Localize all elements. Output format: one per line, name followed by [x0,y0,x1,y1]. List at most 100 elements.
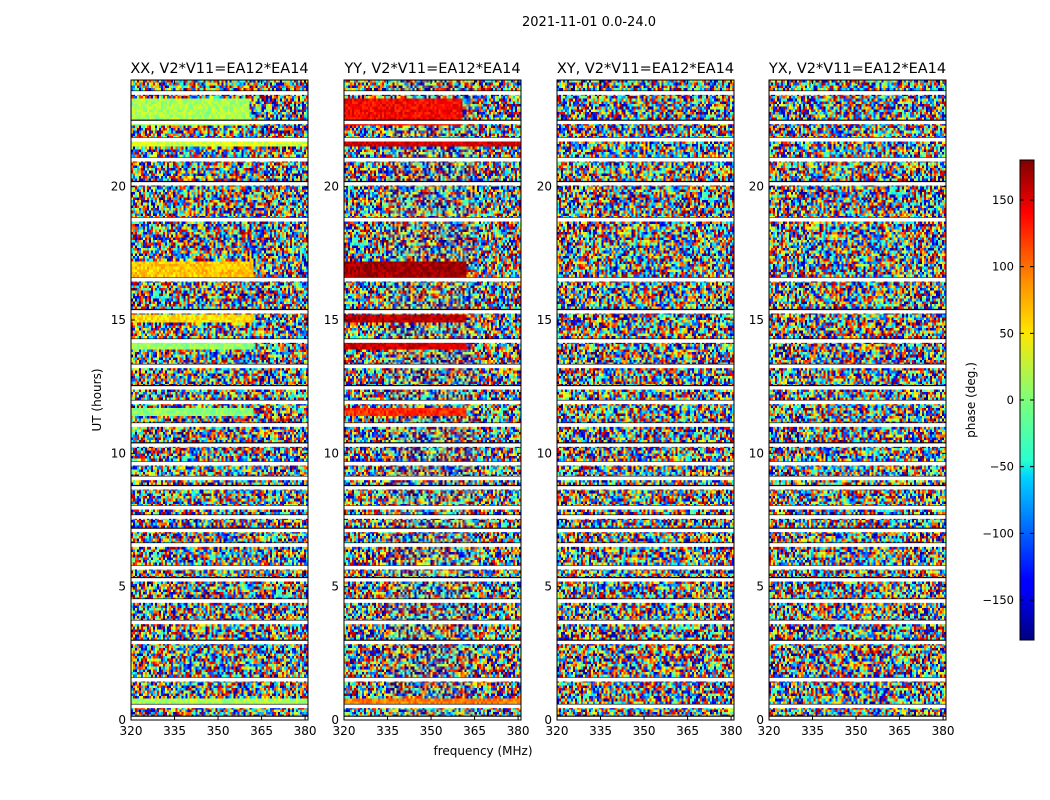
flagged-row [131,309,308,314]
y-tick-label: 20 [324,180,339,194]
y-tick-label: 0 [331,713,339,727]
flagged-row [344,90,521,95]
flagged-row [557,309,734,314]
flagged-row [131,120,308,125]
y-tick-label: 15 [749,313,764,327]
flagged-row [769,565,946,570]
flagged-row [557,157,734,162]
flagged-row [769,137,946,142]
flagged-row [344,217,521,222]
colorbar-tick-label: −150 [982,593,1014,607]
flagged-row [344,620,521,625]
panel-1: XX, V2*V11=EA12*EA14 320 335 350 365 380 0 5 10 1… [90,61,317,738]
flagged-row [769,485,946,490]
flagged-row [131,620,308,625]
x-tick-label: 380 [294,724,317,738]
flagged-row [557,400,734,405]
flagged-row [557,514,734,519]
flagged-row [344,505,521,510]
y-tick-label: 10 [324,446,339,460]
flagged-row [344,528,521,533]
flagged-row [769,277,946,282]
colorbar-tick-label: 100 [992,260,1014,274]
flagged-row [557,528,734,533]
x-tick-label: 320 [546,724,569,738]
y-tick-label: 0 [756,713,764,727]
flagged-row [769,716,946,721]
x-tick-label: 335 [801,724,824,738]
flagged-row [344,704,521,709]
panel-frame [130,79,309,721]
y-tick-label: 0 [544,713,552,727]
flagged-row [557,338,734,343]
flagged-row [344,598,521,603]
x-axis-label: frequency (MHz) [433,744,532,758]
flagged-row [557,137,734,142]
flagged-row [344,338,521,343]
x-tick-label: 335 [163,724,186,738]
y-tick-label: 10 [749,446,764,460]
flagged-row [557,90,734,95]
y-tick-label: 20 [749,180,764,194]
x-tick-label: 320 [333,724,356,738]
flagged-row [557,476,734,481]
y-tick-label: 20 [537,180,552,194]
flagged-row [344,157,521,162]
flagged-row [557,120,734,125]
flagged-row [769,217,946,222]
x-tick-label: 365 [463,724,486,738]
flagged-row [344,309,521,314]
flagged-row [769,157,946,162]
flagged-row [344,716,521,721]
colorbar-tick-label: −50 [990,460,1014,474]
flagged-row [769,400,946,405]
x-tick-label: 335 [589,724,612,738]
flagged-row [131,422,308,427]
flagged-row [557,577,734,582]
y-tick-label: 15 [111,313,126,327]
flagged-row [131,442,308,447]
flagged-row [131,505,308,510]
flagged-row [131,461,308,466]
flagged-row [344,565,521,570]
flagged-row [769,620,946,625]
flagged-row [769,309,946,314]
colorbar-tick-label: 0 [1007,393,1014,407]
flagged-row [344,461,521,466]
flagged-row [557,442,734,447]
flagged-row [344,137,521,142]
flagged-row [131,338,308,343]
flagged-row [769,704,946,709]
flagged-row [769,364,946,369]
x-tick-label: 380 [507,724,530,738]
flagged-row [769,505,946,510]
y-axis-label: UT (hours) [90,368,104,431]
flagged-row [131,181,308,186]
panel-2: YY, V2*V11=EA12*EA14 320 335 350 365 380 0 5 10 1… [324,61,533,758]
flagged-row [557,277,734,282]
flagged-row [769,422,946,427]
flagged-row [131,542,308,547]
x-tick-label: 350 [207,724,230,738]
flagged-row [557,565,734,570]
y-tick-label: 5 [756,580,764,594]
panel-title: XY, V2*V11=EA12*EA14 [557,61,734,77]
flagged-row [557,385,734,390]
flagged-row [131,364,308,369]
colorbar-tick-label: 150 [992,193,1014,207]
flagged-row [131,90,308,95]
x-tick-label: 365 [250,724,273,738]
flagged-row [131,565,308,570]
flagged-row [131,704,308,709]
flagged-row [344,400,521,405]
flagged-row [131,577,308,582]
flagged-row [557,217,734,222]
flagged-row [769,120,946,125]
flagged-row [131,640,308,645]
flagged-row [344,485,521,490]
y-tick-label: 15 [537,313,552,327]
flagged-row [557,640,734,645]
flagged-row [769,90,946,95]
flagged-row [769,542,946,547]
